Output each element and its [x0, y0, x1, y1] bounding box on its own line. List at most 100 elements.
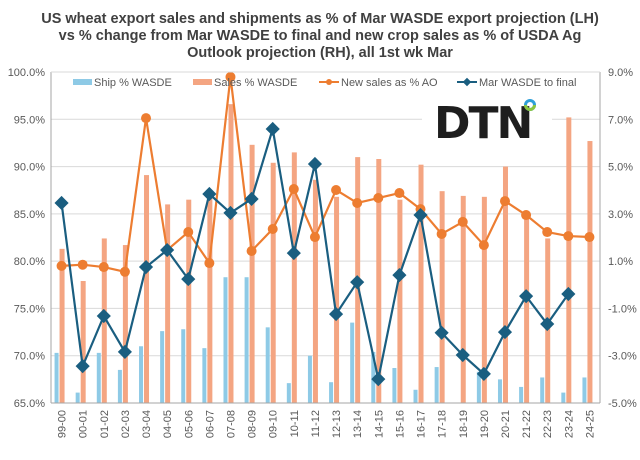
bar-ship	[244, 277, 249, 403]
bar-sales	[481, 196, 487, 403]
x-axis-ticks: 99-00 00-01 01-02 02-03 03-04 04-05 05-06 06-07…	[57, 410, 597, 438]
x-tick-label: 01-02	[99, 410, 111, 438]
bar-sales	[270, 162, 276, 403]
logo-text: DTN	[434, 98, 531, 149]
bar-ship	[350, 322, 355, 403]
point-new-sales	[309, 232, 320, 243]
legend-label-sales: Sales % WASDE	[214, 77, 297, 89]
bar-ship	[392, 368, 397, 403]
point-new-sales	[521, 210, 532, 221]
bar-ship	[413, 389, 418, 403]
bar-ship	[96, 352, 101, 403]
point-mar-wasde	[160, 242, 175, 258]
point-new-sales	[288, 184, 299, 195]
right-tick-label: 7.0%	[608, 114, 633, 126]
legend-item-mar-wasde: Mar WASDE to final	[457, 77, 576, 89]
point-new-sales	[98, 262, 109, 273]
chart-title-line-2: vs % change from Mar WASDE to final and …	[58, 28, 582, 44]
bar-ship	[497, 379, 502, 403]
point-new-sales	[204, 258, 215, 269]
legend-item-new-sales: New sales as % AO	[319, 77, 438, 89]
bar-ship	[286, 383, 291, 403]
x-tick-label: 05-06	[183, 410, 195, 438]
x-tick-label: 10-11	[289, 410, 301, 437]
right-tick-label: 5.0%	[608, 162, 633, 174]
x-tick-label: 13-14	[352, 410, 364, 438]
right-tick-label: -1.0%	[608, 303, 637, 315]
point-mar-wasde	[244, 191, 259, 207]
x-tick-label: 17-18	[437, 410, 449, 438]
bar-ship	[75, 392, 80, 403]
bar-sales	[186, 199, 192, 403]
point-mar-wasde	[497, 325, 513, 340]
x-tick-label: 21-22	[521, 410, 533, 438]
point-new-sales	[436, 228, 447, 239]
point-mar-wasde	[371, 372, 386, 387]
point-new-sales	[352, 197, 363, 208]
legend-item-sales: Sales % WASDE	[193, 77, 297, 89]
point-mar-wasde	[54, 195, 69, 211]
logo-ring-lower	[524, 104, 536, 111]
series-lines	[54, 71, 595, 387]
x-tick-label: 23-24	[563, 410, 575, 438]
bar-ship	[329, 382, 334, 403]
x-tick-label: 16-17	[416, 410, 428, 438]
point-mar-wasde	[202, 186, 217, 202]
left-tick-label: 75.0%	[14, 303, 45, 315]
right-tick-label: 3.0%	[608, 209, 633, 221]
point-new-sales	[77, 259, 88, 270]
right-tick-label: 9.0%	[608, 67, 633, 79]
point-mar-wasde	[328, 307, 344, 322]
point-new-sales	[373, 193, 384, 204]
point-new-sales	[183, 227, 194, 238]
bar-ship	[117, 369, 122, 403]
point-mar-wasde	[561, 286, 576, 302]
point-mar-wasde	[117, 344, 132, 360]
right-tick-label: -5.0%	[608, 398, 637, 410]
point-new-sales	[542, 227, 553, 238]
bar-ship	[202, 348, 207, 403]
left-axis-ticks: 65.0% 70.0% 75.0% 80.0% 85.0% 90.0% 95.0% 100.0…	[8, 67, 46, 410]
x-tick-label: 24-25	[584, 410, 596, 438]
bar-sales	[122, 245, 128, 403]
point-mar-wasde	[413, 207, 428, 223]
legend-item-ship: Ship % WASDE	[73, 77, 172, 89]
point-new-sales	[246, 245, 257, 256]
bar-ship	[561, 392, 566, 403]
bar-sales	[59, 248, 65, 403]
point-mar-wasde	[455, 347, 470, 363]
x-tick-label: 19-20	[479, 410, 491, 438]
point-mar-wasde	[540, 316, 555, 332]
point-mar-wasde	[138, 259, 154, 275]
point-mar-wasde	[392, 268, 407, 283]
bar-ship	[434, 367, 439, 403]
point-mar-wasde	[434, 325, 449, 340]
left-tick-label: 90.0%	[14, 162, 45, 174]
point-new-sales	[331, 184, 342, 195]
bar-sales	[334, 196, 340, 403]
point-mar-wasde	[75, 359, 90, 374]
bar-sales	[566, 117, 572, 403]
x-tick-label: 07-08	[225, 410, 237, 438]
bar-ship	[476, 371, 481, 403]
logo-backdrop	[422, 98, 552, 144]
left-tick-label: 85.0%	[14, 209, 45, 221]
bar-ship	[160, 331, 165, 403]
bar-sales	[249, 144, 255, 403]
dtn-logo: DTN	[422, 98, 552, 149]
x-tick-label: 04-05	[162, 410, 174, 438]
bar-ship	[223, 277, 228, 403]
legend-swatch-sales	[193, 79, 212, 85]
x-tick-label: 15-16	[394, 410, 406, 438]
bar-sales	[207, 194, 213, 403]
x-tick-label: 03-04	[141, 410, 153, 438]
chart-title: US wheat export sales and shipments as %…	[0, 11, 640, 62]
left-tick-label: 65.0%	[14, 398, 45, 410]
bar-ship	[307, 355, 312, 403]
bar-sales	[397, 199, 403, 403]
left-tick-label: 95.0%	[14, 114, 45, 126]
chart-title-line-1: US wheat export sales and shipments as %…	[41, 11, 599, 27]
bar-ship	[265, 327, 270, 403]
x-tick-label: 02-03	[120, 410, 132, 438]
